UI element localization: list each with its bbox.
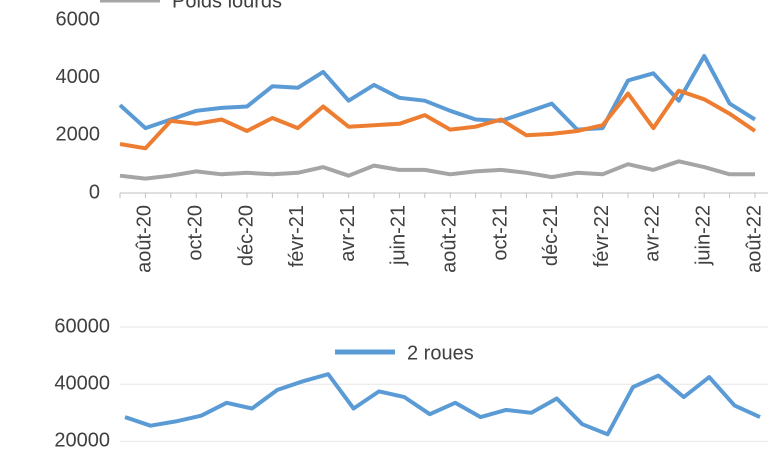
- legend-label: 2 roues: [407, 342, 474, 364]
- series-line: [119, 88, 757, 151]
- x-tick-label: juin-21: [388, 205, 410, 266]
- y-tick-label: 60000: [54, 315, 110, 337]
- x-tick-label: déc-21: [540, 205, 562, 266]
- x-tick-label: févr-21: [286, 205, 308, 267]
- series-line: [124, 372, 761, 437]
- series-line: [118, 54, 757, 132]
- x-tick-label: oct-20: [184, 205, 206, 261]
- y-tick-label: 2000: [56, 124, 101, 146]
- x-tick-label: août-21: [438, 205, 460, 273]
- x-tick-label: avr-22: [642, 205, 664, 262]
- x-tick-label: août-22: [743, 205, 765, 273]
- y-tick-label: 4000: [56, 66, 101, 88]
- y-tick-label: 0: [89, 181, 100, 203]
- legend-label: Poids lourds: [172, 0, 282, 12]
- x-tick-label: oct-21: [489, 205, 511, 261]
- x-tick-label: avr-21: [337, 205, 359, 262]
- y-tick-label: 40000: [54, 372, 110, 394]
- x-tick-label: août-20: [134, 205, 156, 273]
- x-tick-label: juin-22: [692, 205, 714, 266]
- y-tick-label: 6000: [56, 8, 101, 30]
- x-tick-label: déc-20: [235, 205, 257, 266]
- series-line: [119, 159, 755, 181]
- x-tick-label: févr-22: [591, 205, 613, 267]
- y-tick-label: 20000: [54, 430, 110, 452]
